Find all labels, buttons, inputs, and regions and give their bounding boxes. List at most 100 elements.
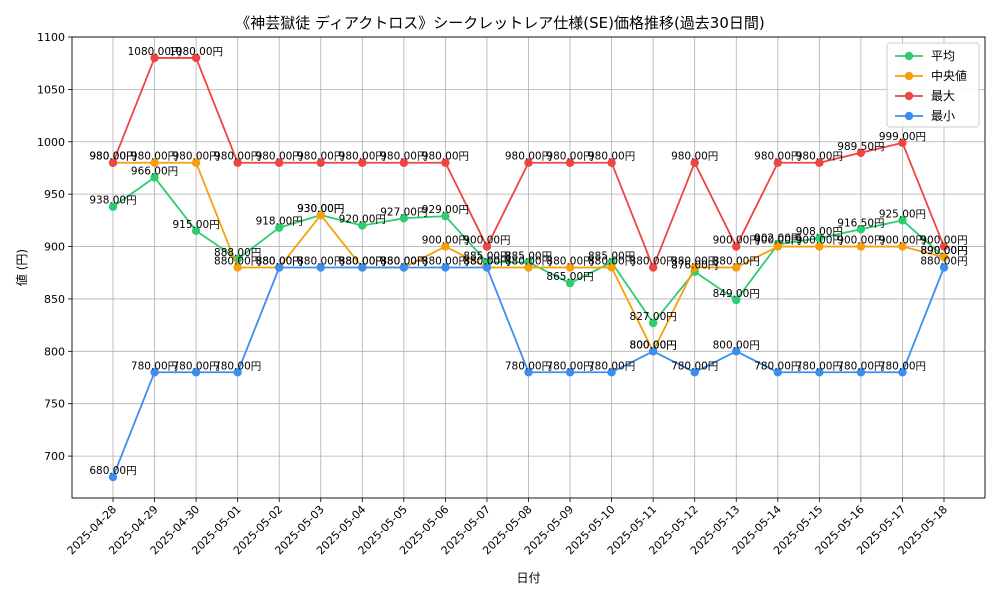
data-label: 980.00円 [214, 151, 261, 163]
data-label: 888.00円 [214, 247, 261, 259]
data-label: 880.00円 [256, 256, 303, 268]
data-label: 880.00円 [588, 256, 635, 268]
data-point [482, 263, 492, 272]
data-point [399, 214, 409, 223]
data-label: 980.00円 [671, 151, 718, 163]
data-point [607, 263, 616, 272]
data-point [732, 347, 741, 356]
data-label: 920.00円 [339, 214, 386, 226]
data-label: 890.00円 [920, 245, 967, 257]
data-label: 930.00円 [297, 203, 344, 215]
data-label: 880.00円 [630, 256, 677, 268]
data-label: 865.00円 [546, 271, 593, 283]
data-point [690, 158, 699, 167]
data-point [316, 210, 325, 220]
data-point [233, 368, 242, 377]
data-point [815, 242, 824, 251]
data-label: 980.00円 [546, 151, 593, 163]
data-label: 999.00円 [879, 131, 926, 143]
legend-entry: 平均 [931, 49, 955, 63]
data-point [191, 226, 201, 236]
data-point [441, 263, 450, 272]
data-label: 880.00円 [214, 256, 261, 268]
data-point [399, 263, 409, 272]
y-tick-label: 850 [44, 293, 65, 306]
y-tick-label: 1050 [37, 83, 65, 96]
data-point [565, 158, 575, 167]
data-point [898, 216, 907, 225]
data-label: 900.00円 [422, 235, 469, 247]
data-label: 880.00円 [505, 256, 552, 268]
data-label: 980.00円 [131, 151, 178, 163]
data-label: 827.00円 [630, 311, 677, 323]
legend-entry: 中央値 [931, 68, 967, 83]
data-label: 900.00円 [837, 235, 884, 247]
legend-swatch-marker [904, 71, 914, 81]
data-label: 900.00円 [879, 235, 926, 247]
data-label: 915.00円 [172, 219, 219, 231]
data-point [815, 233, 824, 243]
data-point [441, 211, 450, 221]
data-point [773, 368, 782, 377]
data-label: 925.00円 [879, 208, 926, 220]
data-point [150, 173, 159, 182]
legend-entry: 最小 [931, 109, 955, 123]
data-labels: 938.00円 966.00円 915.00円 888.00円 918.00円930.0… [89, 46, 967, 477]
data-point [815, 158, 824, 167]
data-point [275, 223, 284, 232]
data-label: 880.00円 [713, 256, 760, 268]
y-tick-label: 1100 [37, 31, 65, 44]
data-point [524, 263, 533, 272]
data-label: 880.00円 [422, 256, 469, 268]
data-label: 980.00円 [588, 151, 635, 163]
data-point [399, 158, 409, 167]
data-label: 980.00円 [297, 151, 344, 163]
data-point [150, 158, 159, 167]
data-label: 880.00円 [256, 256, 303, 268]
data-label: 780.00円 [546, 360, 593, 372]
data-label: 980.00円 [89, 151, 136, 163]
y-tick-label: 800 [44, 345, 65, 358]
data-label: 800.00円 [713, 339, 760, 351]
data-label: 900.00円 [713, 235, 760, 247]
data-point [150, 53, 159, 63]
data-label: 1080.00円 [169, 46, 223, 58]
data-label: 680.00円 [89, 465, 136, 477]
data-point [773, 242, 782, 251]
data-label: 918.00円 [256, 216, 303, 228]
data-point [939, 252, 949, 262]
data-label: 980.00円 [172, 151, 219, 163]
data-point [773, 158, 782, 167]
data-label: 916.50円 [837, 217, 884, 229]
data-label: 849.00円 [713, 288, 760, 300]
data-point [856, 225, 866, 234]
data-label: 880.00円 [671, 256, 718, 268]
data-label: 1080.00円 [128, 46, 182, 58]
data-point [275, 158, 284, 167]
data-point [690, 368, 699, 377]
y-tick-label: 950 [44, 188, 65, 201]
series-lines [108, 53, 949, 482]
data-label: 938.00円 [89, 195, 136, 207]
data-point [150, 368, 159, 377]
data-point [275, 263, 284, 272]
data-point [732, 295, 741, 305]
data-label: 902.00円 [754, 232, 801, 244]
data-point [732, 242, 741, 251]
data-label: 980.00円 [796, 151, 843, 163]
data-label: 880.00円 [463, 256, 510, 268]
data-label: 880.00円 [463, 256, 510, 268]
data-point [441, 158, 450, 167]
data-label: 800.00円 [630, 339, 677, 351]
data-point [939, 242, 949, 251]
legend-entry: 最大 [931, 89, 955, 103]
data-point [856, 148, 866, 157]
data-label: 885.00円 [588, 250, 635, 262]
y-tick-label: 750 [44, 398, 65, 411]
legend-swatch-marker [904, 91, 914, 101]
y-axis-title: 値 (円) [14, 249, 29, 286]
data-point [108, 158, 118, 167]
data-label: 780.00円 [131, 360, 178, 372]
